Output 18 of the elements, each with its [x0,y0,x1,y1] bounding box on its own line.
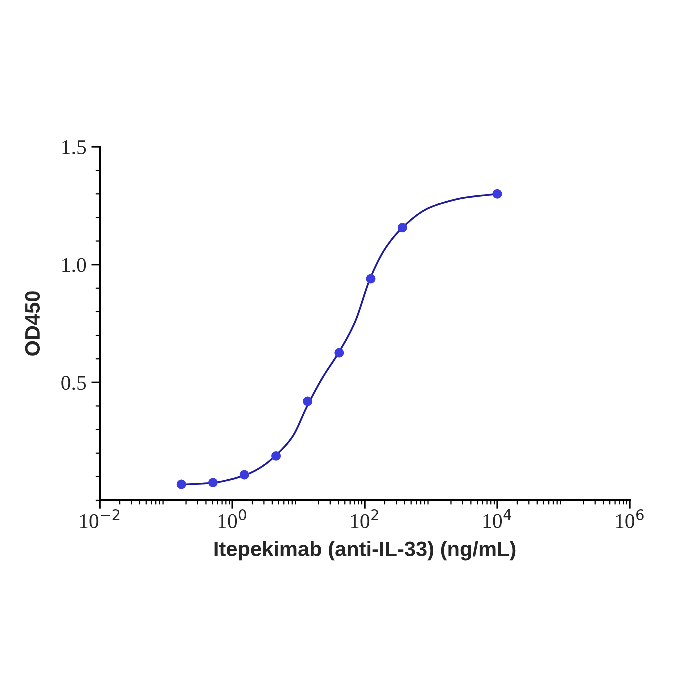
y-tick-label: 0.5 [62,376,86,390]
point [334,348,344,358]
x-tick-label: 10$^{4}$ [484,509,512,528]
point [398,223,408,233]
x-tick-label: 10$^{0}$ [218,509,246,528]
y-tick-label: 1.0 [62,258,86,272]
x-axis-title: Itepekimab (anti-IL-33) (ng/mL) [214,541,516,561]
x-tick-label: 10$^{−2}$ [80,509,120,528]
y-axis-title: OD450 [25,292,40,356]
y-tick-label: 1.5 [62,140,86,155]
point [303,396,313,406]
point [208,478,218,488]
point [272,451,282,461]
x-tick-label: 10$^{2}$ [351,509,378,528]
point [366,274,376,284]
point [176,480,186,490]
point [240,470,250,480]
x-tick-label: 10$^{6}$ [616,509,644,528]
